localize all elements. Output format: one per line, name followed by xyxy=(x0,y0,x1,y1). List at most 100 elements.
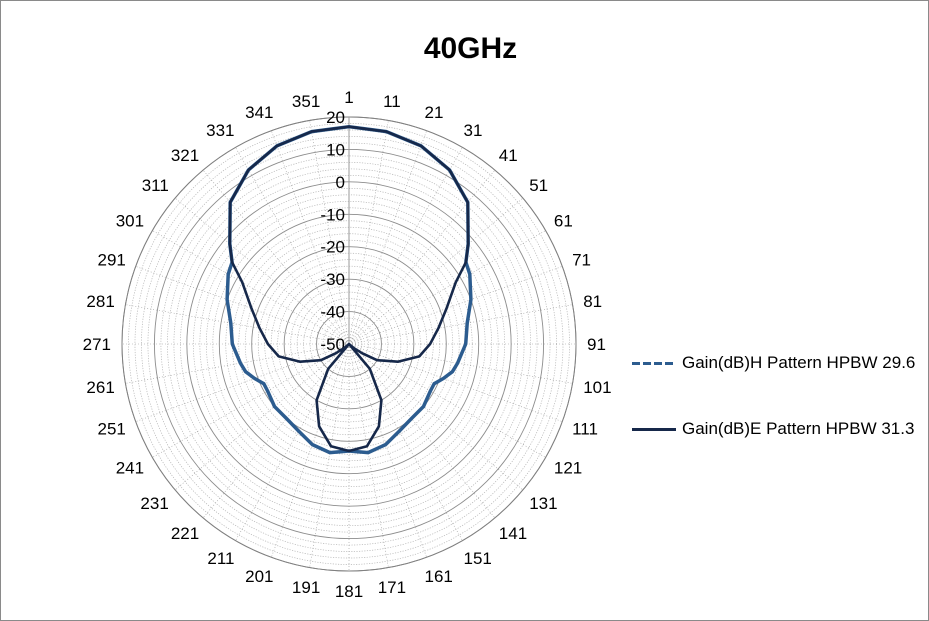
grid-ring-minor xyxy=(134,129,564,559)
grid-spoke xyxy=(348,343,496,519)
angle-tick-label: 51 xyxy=(529,176,548,195)
grid-spoke xyxy=(348,343,563,422)
radial-tick-label: -10 xyxy=(320,205,345,224)
angle-tick-label: 61 xyxy=(554,212,573,231)
grid-ring-minor xyxy=(238,233,460,455)
legend: Gain(dB)H Pattern HPBW 29.6 Gain(dB)E Pa… xyxy=(632,352,922,484)
grid-spoke xyxy=(174,197,350,345)
grid-spoke xyxy=(135,266,350,345)
angle-tick-label: 211 xyxy=(207,549,234,568)
grid-spoke xyxy=(348,147,463,345)
grid-spoke xyxy=(348,343,427,558)
grid-ring-minor xyxy=(322,317,376,371)
angle-tick-label: 151 xyxy=(464,549,492,568)
grid-spoke xyxy=(271,130,350,345)
grid-spoke xyxy=(348,343,524,491)
angle-tick-label: 321 xyxy=(171,146,199,165)
grid-spoke xyxy=(125,343,350,384)
angle-tick-label: 251 xyxy=(98,420,126,439)
angle-tick-label: 221 xyxy=(171,524,199,543)
radial-axis: 20 10 0 -10 -20 -30 -40 -50 xyxy=(320,108,345,354)
grid-ring-minor xyxy=(160,155,538,533)
angle-tick-label: 291 xyxy=(98,251,126,270)
angle-tick-label: 171 xyxy=(378,578,406,597)
angle-tick-label: 281 xyxy=(86,292,114,311)
angle-tick-label: 261 xyxy=(86,378,114,397)
grid-spoke xyxy=(152,343,350,458)
legend-label-e-pattern: Gain(dB)E Pattern HPBW 31.3 xyxy=(682,419,915,438)
angle-tick-label: 31 xyxy=(464,121,483,140)
angle-tick-label: 81 xyxy=(583,292,602,311)
angle-tick-label: 21 xyxy=(425,103,444,122)
grid-spoke xyxy=(348,343,546,458)
radial-tick-label: 10 xyxy=(326,140,345,159)
grid-spoke xyxy=(348,197,524,345)
grid-spoke xyxy=(348,230,546,345)
series-line-e-pattern xyxy=(228,125,470,453)
grid-spoke xyxy=(348,343,463,541)
legend-swatch-h-pattern xyxy=(632,362,676,365)
polar-grid xyxy=(121,116,577,572)
angle-tick-label: 271 xyxy=(83,335,111,354)
grid-spoke xyxy=(235,343,350,541)
grid-spoke xyxy=(235,147,350,345)
angle-tick-label: 111 xyxy=(572,420,598,439)
grid-spoke xyxy=(348,304,573,345)
grid-ring-minor xyxy=(290,285,408,403)
grid-spoke xyxy=(125,304,350,345)
radial-tick-label: 0 xyxy=(336,173,345,192)
angle-tick-label: 341 xyxy=(245,103,273,122)
angle-tick-label: 201 xyxy=(245,567,273,586)
legend-swatch-e-pattern xyxy=(632,428,676,431)
angle-tick-label: 41 xyxy=(499,146,518,165)
angle-tick-label: 301 xyxy=(116,212,144,231)
radial-tick-label: -50 xyxy=(320,335,345,354)
angle-tick-label: 231 xyxy=(140,494,168,513)
angle-tick-label: 161 xyxy=(425,567,453,586)
angle-tick-label: 241 xyxy=(116,459,144,478)
grid-spoke xyxy=(202,343,350,519)
grid-spoke xyxy=(135,343,350,422)
angle-tick-label: 71 xyxy=(572,251,591,270)
grid-ring-minor xyxy=(205,200,493,488)
radial-tick-label: 20 xyxy=(326,108,345,127)
radial-tick-label: -20 xyxy=(320,238,345,257)
angle-tick-label: 131 xyxy=(529,494,557,513)
angle-tick-label: 1 xyxy=(344,88,353,107)
grid-spoke xyxy=(348,266,563,345)
angle-tick-label: 121 xyxy=(554,459,582,478)
chart-title: 40GHz xyxy=(423,32,518,65)
angle-tick-label: 181 xyxy=(335,582,363,601)
grid-spoke xyxy=(152,230,350,345)
grid-spoke xyxy=(271,343,350,558)
radial-tick-label: -30 xyxy=(320,270,345,289)
grid-ring-minor xyxy=(244,239,454,449)
angle-tick-label: 141 xyxy=(499,524,527,543)
grid-spoke xyxy=(348,343,573,384)
series-lines xyxy=(225,124,473,455)
grid-spoke xyxy=(202,169,350,345)
radial-tick-label: -40 xyxy=(320,303,345,322)
grid-ring-minor xyxy=(128,123,570,565)
grid-spoke xyxy=(348,169,496,345)
grid-spoke xyxy=(348,343,389,568)
angular-axis: 1 112131415161718191101111121131141151161… xyxy=(83,88,612,601)
grid-spoke xyxy=(309,120,350,345)
legend-label-h-pattern: Gain(dB)H Pattern HPBW 29.6 xyxy=(682,353,916,372)
grid-spoke xyxy=(174,343,350,491)
grid-spoke xyxy=(348,120,389,345)
grid-ring-minor xyxy=(270,265,428,423)
angle-tick-label: 91 xyxy=(587,335,606,354)
legend-item-e-pattern: Gain(dB)E Pattern HPBW 31.3 xyxy=(632,418,922,484)
angle-tick-label: 311 xyxy=(142,176,169,195)
angle-tick-label: 191 xyxy=(292,578,320,597)
grid-spoke xyxy=(348,130,427,345)
angle-tick-label: 101 xyxy=(583,378,611,397)
angle-tick-label: 351 xyxy=(292,92,320,111)
grid-ring-minor xyxy=(212,207,486,481)
angle-tick-label: 11 xyxy=(383,92,401,111)
grid-spoke xyxy=(309,343,350,568)
angle-tick-label: 331 xyxy=(206,121,234,140)
